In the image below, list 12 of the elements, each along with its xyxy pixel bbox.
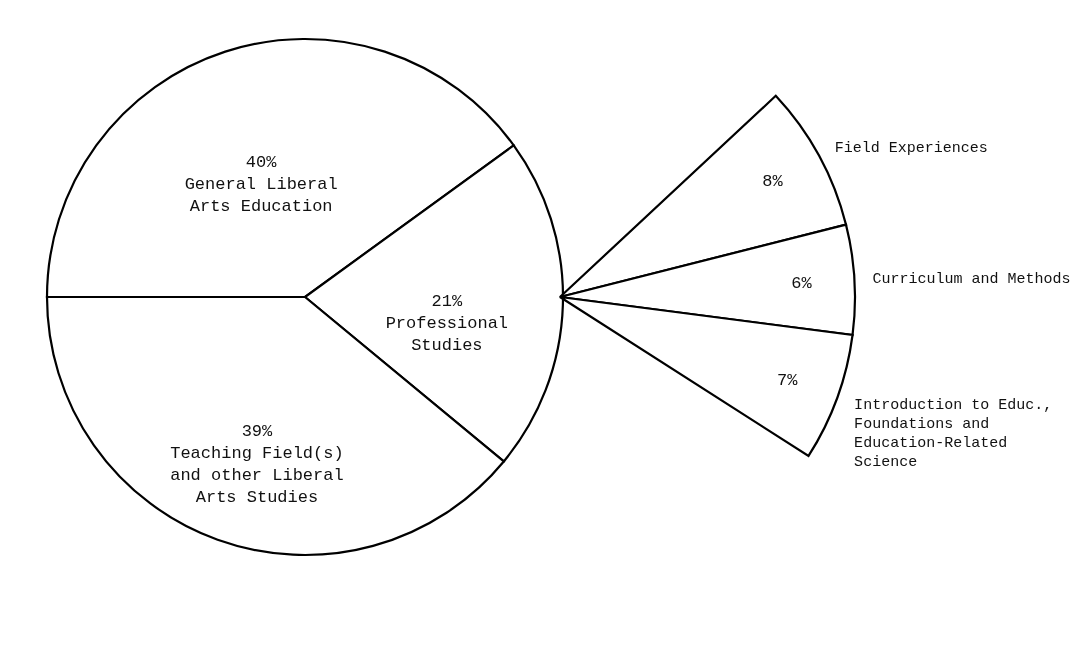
slice-label: Introduction to Educ., Foundations and Education-Related Science <box>854 397 1053 472</box>
data-label: 21% <box>431 292 463 312</box>
data-label: 6% <box>791 273 813 293</box>
slice-label: Field Experiences <box>834 140 988 158</box>
data-label: 39% <box>241 421 274 441</box>
slice-label: Teaching Field(s) and other Liberal Arts Studies <box>170 443 344 507</box>
slice-label: Professional Studies <box>385 314 509 356</box>
data-label: 8% <box>762 172 784 192</box>
data-label: 40% <box>245 153 278 173</box>
slice-label: General Liberal Arts Education <box>184 175 338 217</box>
data-label: 7% <box>777 370 799 390</box>
slice-label: Curriculum and Methods <box>872 271 1071 289</box>
